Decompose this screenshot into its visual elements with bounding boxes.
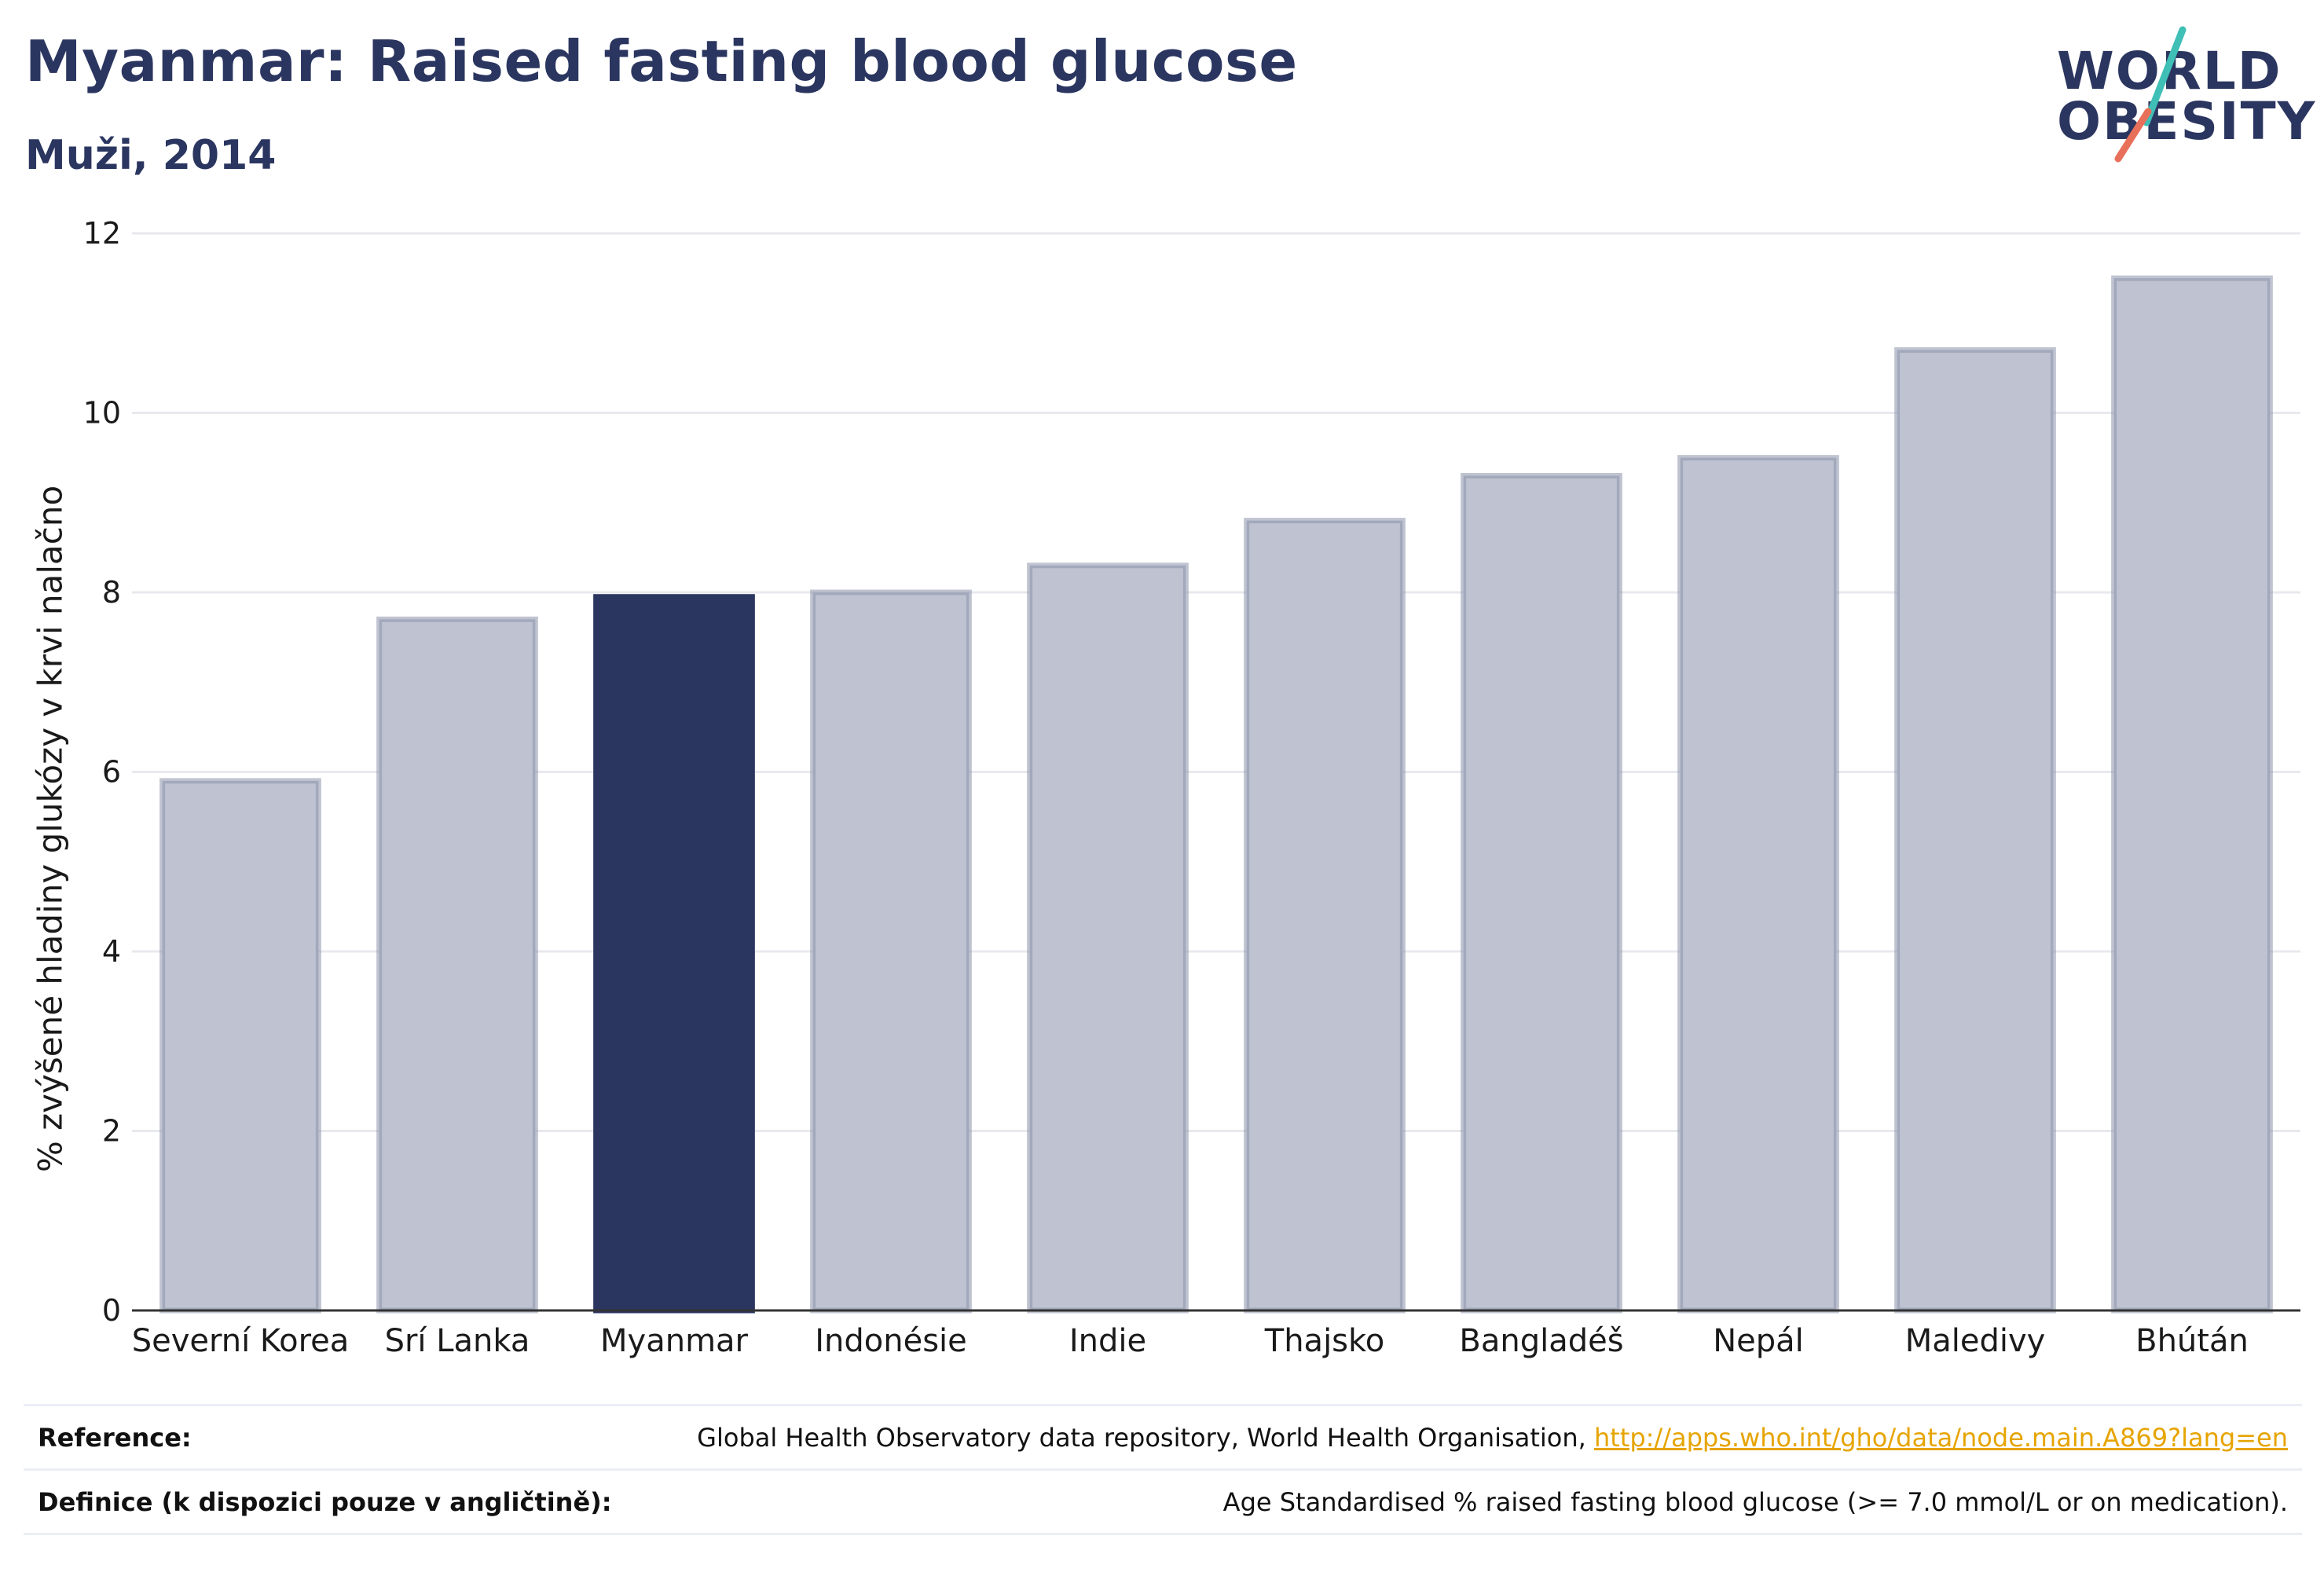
- y-tick-label: 10: [83, 396, 121, 431]
- y-tick-label: 0: [102, 1293, 121, 1328]
- x-tick-labels: Severní Korea Srí Lanka Myanmar Indonésie In…: [132, 1323, 2249, 1359]
- x-tick-label: Bhútán: [2135, 1323, 2249, 1359]
- bar: [1027, 563, 1189, 1314]
- footer-divider: [24, 1533, 2302, 1535]
- reference-value: Global Health Observatory data repositor…: [697, 1422, 2288, 1453]
- y-tick-label: 6: [102, 755, 121, 790]
- definition-value: Age Standardised % raised fasting blood …: [1222, 1486, 2288, 1517]
- logo-slash-icon: [2114, 26, 2187, 163]
- bars: [159, 275, 2273, 1314]
- y-tick-label: 8: [102, 575, 121, 610]
- world-obesity-logo: WORLD OBESITY: [2043, 24, 2315, 165]
- definition-label: Definice (k dispozici pouze v angličtině…: [38, 1486, 612, 1517]
- bar: [593, 594, 755, 1314]
- bar: [1894, 347, 2056, 1314]
- x-tick-label: Nepál: [1713, 1323, 1804, 1359]
- footer-definition-row: Definice (k dispozici pouze v angličtině…: [24, 1468, 2302, 1533]
- bar-chart: 0 2 4 6 8 10 12 Severní Korea Srí Lanka Myanmar I…: [83, 216, 2300, 1359]
- x-tick-label: Maledivy: [1905, 1323, 2046, 1359]
- chart-subtitle: Muži, 2014: [25, 132, 277, 179]
- bar: [1244, 518, 1406, 1314]
- bar: [1461, 472, 1622, 1314]
- x-tick-label: Bangladéš: [1459, 1323, 1623, 1359]
- reference-link[interactable]: http://apps.who.int/gho/data/node.main.A…: [1593, 1422, 2288, 1453]
- y-tick-labels: 0 2 4 6 8 10 12: [83, 216, 121, 1328]
- y-tick-label: 2: [102, 1114, 121, 1149]
- bar: [376, 616, 538, 1314]
- footer-reference-row: Reference: Global Health Observatory dat…: [24, 1404, 2302, 1468]
- bar: [1677, 455, 1839, 1314]
- x-tick-label: Srí Lanka: [385, 1323, 530, 1359]
- reference-label: Reference:: [38, 1422, 192, 1453]
- bar: [2111, 275, 2273, 1314]
- y-tick-label: 12: [83, 216, 121, 251]
- bar: [810, 589, 972, 1314]
- y-tick-label: 4: [102, 934, 121, 969]
- x-tick-label: Severní Korea: [132, 1323, 350, 1359]
- x-tick-label: Myanmar: [600, 1323, 749, 1359]
- x-tick-label: Thajsko: [1264, 1323, 1384, 1359]
- x-tick-label: Indonésie: [815, 1323, 967, 1359]
- chart-title: Myanmar: Raised fasting blood glucose: [25, 28, 1298, 94]
- bar: [159, 778, 321, 1314]
- logo-line-2: OBESITY: [2057, 91, 2317, 152]
- x-tick-label: Indie: [1069, 1323, 1146, 1359]
